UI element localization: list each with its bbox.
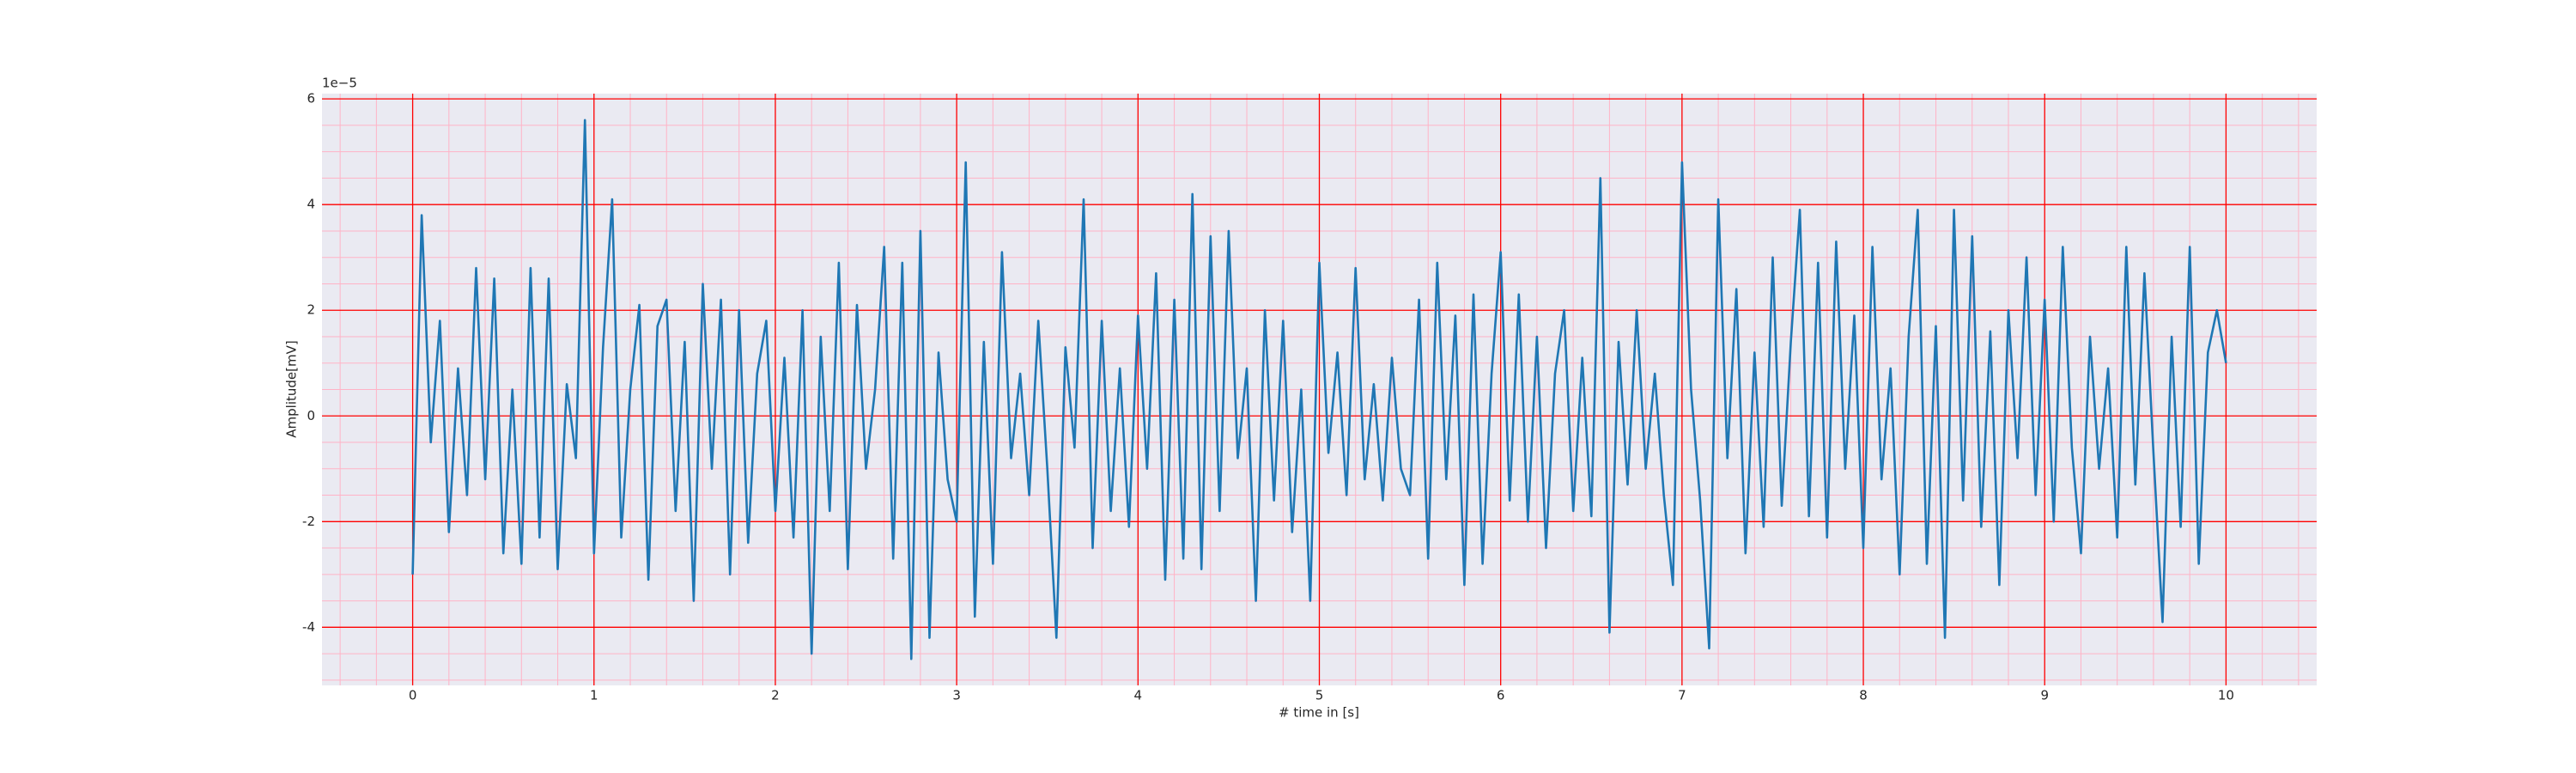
labels: 0 1 2 3 4 5 6 7 8 9 10 -4 -2 0 2 4 6: [302, 91, 2234, 703]
x-axis-label: # time in [s]: [1279, 705, 1359, 721]
x-tick-label: 3: [952, 688, 961, 703]
x-tick-label: 5: [1315, 688, 1324, 703]
x-tick-label: 4: [1134, 688, 1143, 703]
x-tick-label: 9: [2040, 688, 2049, 703]
y-tick-label: 6: [307, 91, 315, 107]
x-tick-label: 10: [2218, 688, 2234, 703]
y-tick-label: -4: [302, 619, 315, 635]
x-tick-label: 0: [409, 688, 417, 703]
x-tick-label: 7: [1678, 688, 1686, 703]
x-tick-label: 1: [590, 688, 598, 703]
y-tick-label: 0: [307, 408, 315, 423]
y-axis-label: Amplitude[mV]: [284, 340, 300, 437]
y-tick-label: -2: [302, 514, 315, 529]
marks: [411, 119, 2227, 660]
line-series: [411, 119, 2227, 660]
y-tick-label: 2: [307, 302, 315, 318]
x-tick-label: 2: [771, 688, 780, 703]
y-offset-label: 1e−5: [322, 76, 357, 91]
x-tick-label: 8: [1859, 688, 1868, 703]
x-tick-label: 6: [1497, 688, 1505, 703]
grid: [322, 94, 2317, 685]
y-tick-label: 4: [307, 197, 315, 212]
